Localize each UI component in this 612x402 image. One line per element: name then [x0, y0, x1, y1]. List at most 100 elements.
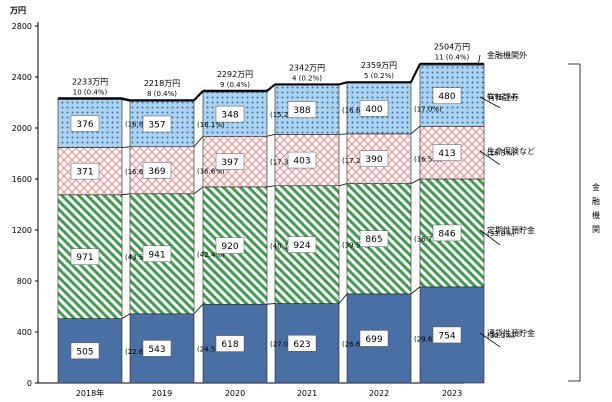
value-box [432, 224, 462, 242]
label-layer: 505 (22.6%) 971 (43.5%) 371 (16.6%) 376 (16.8%)… [70, 43, 515, 360]
data-label: 971 [76, 253, 93, 263]
x-tick-label: 2022 [369, 389, 389, 398]
connector-line [193, 136, 204, 148]
value-box [215, 237, 245, 254]
share-label: (43.5%) [125, 254, 153, 262]
connector-line [266, 303, 276, 305]
share-label: (16.5%) [414, 156, 442, 164]
share-label: (39.5%) [342, 242, 370, 250]
data-label: 480 [438, 92, 455, 102]
share-label: (17.0%) [414, 105, 442, 113]
connector-layer [121, 63, 421, 319]
share-label: (29.6%) [414, 335, 442, 343]
data-label: 369 [148, 167, 165, 177]
total-connector-line [338, 81, 348, 86]
value-box [142, 340, 172, 357]
y-tick-label: 400 [17, 328, 32, 337]
connector-line [121, 99, 131, 102]
y-tick-label: 0 [27, 379, 32, 388]
value-box [287, 101, 317, 118]
share-label: (16.6%) [197, 167, 225, 175]
data-label: 413 [438, 149, 455, 159]
value-box [359, 100, 389, 117]
connector-line [410, 126, 421, 135]
connector-line [338, 133, 348, 135]
connector-line [121, 146, 131, 148]
share-label: (42.4%) [197, 251, 225, 259]
data-label: 357 [148, 120, 165, 130]
connector-line [338, 293, 348, 304]
value-box [70, 162, 100, 180]
data-label: 371 [76, 168, 93, 178]
y-tick-label: 2400 [12, 73, 32, 82]
value-box [70, 115, 100, 132]
share-label: (30.1%) [487, 332, 515, 340]
connector-line [266, 185, 276, 188]
y-tick-label: 1600 [12, 175, 32, 184]
total-connector-line [410, 63, 421, 83]
legend-label: 生命保険など [487, 146, 535, 156]
value-box [215, 153, 245, 170]
data-label: 754 [438, 331, 455, 341]
share-label: (16.6%) [342, 107, 370, 115]
outside-label: 5 (0.2%) [364, 72, 394, 80]
value-box [215, 335, 245, 352]
value-box [287, 335, 317, 352]
legend-label: 金融機関外 [487, 50, 527, 60]
connector-line [410, 286, 421, 295]
value-box [142, 115, 172, 133]
value-box [432, 87, 462, 104]
bracket-label-char: 関 [592, 225, 600, 234]
legend-label: 定期性預貯金 [487, 225, 535, 235]
value-box [359, 150, 389, 167]
data-label: 543 [148, 345, 165, 355]
x-tick-label: 2020 [225, 389, 245, 398]
data-label: 390 [365, 155, 382, 165]
value-box [70, 342, 100, 360]
value-box [359, 230, 389, 247]
outside-label: 9 (0.4%) [220, 81, 250, 89]
connector-line [266, 133, 276, 137]
total-connector-line [266, 83, 276, 92]
x-tick-label: 2018年 [76, 388, 104, 398]
value-box [142, 162, 172, 179]
data-label: 865 [365, 235, 382, 245]
legend-leader-line [479, 96, 501, 109]
y-tick-label: 2000 [12, 124, 32, 133]
value-box [432, 144, 462, 161]
data-label: 623 [293, 340, 310, 350]
data-label: 388 [293, 106, 310, 116]
legend-leader-line [479, 332, 501, 348]
value-box [287, 151, 317, 169]
data-label: 505 [76, 347, 93, 357]
data-label: 941 [148, 250, 165, 260]
data-label: 376 [76, 120, 93, 130]
data-label: 348 [221, 111, 238, 121]
connector-line [193, 186, 204, 195]
total-connector-line [121, 97, 131, 102]
total-label: 2233万円 [72, 77, 108, 86]
y-tick-label: 1200 [12, 226, 32, 235]
total-label: 2342万円 [289, 63, 325, 72]
legend-label: 有価証券 [487, 92, 519, 102]
share-label: (22.6%) [125, 348, 153, 356]
total-connector-line [193, 90, 204, 101]
connector-line [193, 303, 204, 315]
share-label: (27.0%) [270, 341, 298, 349]
outside-label: 11 (0.4%) [435, 54, 470, 62]
connector-line [121, 313, 131, 319]
bracket-label-char: 金 [592, 182, 600, 192]
x-tick-label: 2023 [442, 389, 462, 398]
connector-line [121, 193, 131, 196]
share-label: (15.2%) [270, 111, 298, 119]
total-label: 2218万円 [144, 79, 180, 88]
outside-label: 10 (0.4%) [73, 88, 108, 96]
share-label: (26.6%) [342, 340, 370, 348]
total-label: 2504万円 [434, 43, 470, 52]
share-label: (17.3%) [270, 159, 298, 167]
value-box [142, 245, 172, 263]
share-label: (36.7%) [414, 236, 442, 244]
share-label: (40.1%) [270, 243, 298, 251]
